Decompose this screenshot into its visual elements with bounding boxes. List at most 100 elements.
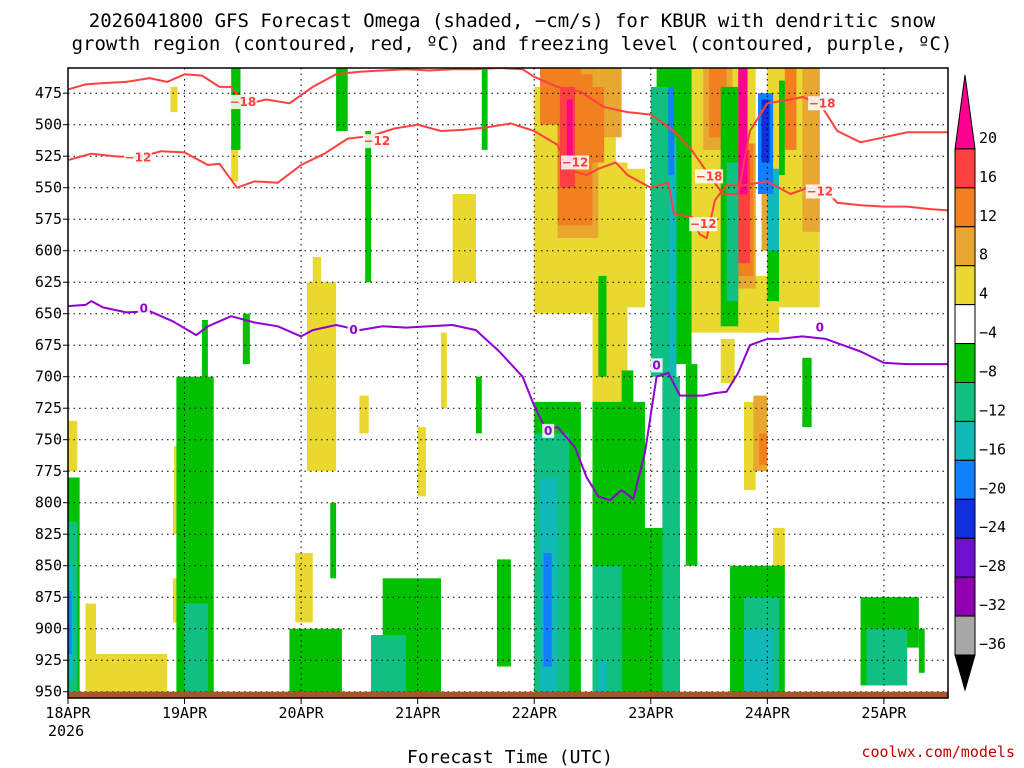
colorbar-label-11: −28 <box>979 557 1006 575</box>
freezing-level-label-bg-0 <box>137 301 150 316</box>
colorbar-bin-7 <box>954 382 976 422</box>
colorbar-bin-11 <box>954 537 976 578</box>
y-tick-label-950: 950 <box>35 683 62 701</box>
colorbar-bin-1 <box>954 148 976 189</box>
credit-text: coolwx.com/models <box>861 743 1015 761</box>
omega-cell-18 <box>615 168 645 308</box>
y-tick-label-850: 850 <box>35 557 62 575</box>
x-tick-label-21APR: 21APR <box>395 704 441 722</box>
omega-cell-69 <box>496 559 511 667</box>
omega-cell-64 <box>685 364 698 566</box>
omega-cell-79 <box>592 565 622 698</box>
omega-cell-35 <box>586 86 605 163</box>
omega-cell-46 <box>336 68 348 131</box>
x-axis-label: Forecast Time (UTC) <box>407 747 613 768</box>
omega-cell-88 <box>744 628 774 698</box>
omega-cell-49 <box>202 320 208 409</box>
dgz-minus-18-label-bg-0 <box>228 95 257 110</box>
colorbar-bin-13 <box>954 615 976 656</box>
omega-cell-81 <box>662 376 680 698</box>
omega-shading <box>68 68 925 698</box>
dgz-minus-12-label-bg-1 <box>362 134 391 149</box>
dgz-minus-18-label-1: −18 <box>696 169 723 183</box>
colorbar-label-10: −24 <box>979 518 1006 536</box>
freezing-level-label-3: 0 <box>544 424 552 438</box>
omega-cell-13 <box>440 332 447 409</box>
colorbar-bin-10 <box>954 498 976 539</box>
colorbar-bin-0 <box>954 74 976 150</box>
colorbar-label-9: −20 <box>979 479 1006 497</box>
omega-cell-93 <box>668 86 675 176</box>
colorbar-bin-6 <box>954 343 976 384</box>
y-tick-label-475: 475 <box>35 84 62 102</box>
omega-cell-72 <box>918 628 925 673</box>
colorbar-label-5: −4 <box>979 324 997 342</box>
y-tick-label-500: 500 <box>35 116 62 134</box>
colorbar: 20 16 12 8 4 −4 −8 −12 −16 −20 −24 −28 −32 −36 <box>954 74 1006 692</box>
colorbar-label-4: 4 <box>979 285 988 303</box>
dgz-minus-12-label-0: −12 <box>125 150 152 164</box>
x-tick-label-19APR: 19APR <box>162 704 208 722</box>
omega-cell-12 <box>417 427 426 497</box>
colorbar-bin-8 <box>954 420 976 461</box>
colorbar-bin-4 <box>954 265 976 306</box>
omega-cell-84 <box>866 628 908 686</box>
colorbar-label-8: −16 <box>979 440 1006 458</box>
omega-cell-1 <box>85 653 168 698</box>
x-tick-label-25APR: 25APR <box>861 704 907 722</box>
colorbar-bin-5 <box>954 304 976 345</box>
colorbar-label-7: −12 <box>979 401 1006 419</box>
x-tick-sublabel-year: 2026 <box>48 722 84 740</box>
omega-cell-95 <box>761 99 770 163</box>
y-axis-ticks: 475 500 525 550 575 600 625 650 675 700 725 750 775 8… <box>35 84 68 701</box>
omega-cell-6 <box>170 86 178 113</box>
omega-cell-43 <box>738 68 748 194</box>
omega-cell-90 <box>598 660 607 698</box>
omega-cell-71 <box>621 370 634 560</box>
x-tick-label-23APR: 23APR <box>628 704 674 722</box>
dgz-minus-12-label-bg-3 <box>689 217 718 232</box>
omega-cell-89 <box>767 168 779 251</box>
freezing-level-label-bg-4 <box>813 320 826 335</box>
omega-cell-87 <box>668 137 677 377</box>
freezing-level-label-bg-2 <box>650 358 663 373</box>
omega-cell-11 <box>359 395 369 434</box>
dgz-minus-12-label-bg-4 <box>805 184 834 199</box>
freezing-level-label-1: 0 <box>349 323 357 337</box>
ground-layer <box>68 691 948 698</box>
omega-cell-80 <box>650 86 669 377</box>
colorbar-label-0: 20 <box>979 129 997 147</box>
plot-frame <box>67 67 949 699</box>
omega-cell-56 <box>475 376 482 434</box>
y-tick-label-725: 725 <box>35 399 62 417</box>
dgz-minus-12-label-2: −12 <box>562 156 589 170</box>
colorbar-label-2: 12 <box>979 207 997 225</box>
omega-cell-2 <box>85 603 96 692</box>
omega-cell-53 <box>289 628 342 698</box>
x-tick-label-18APR: 18APR <box>45 704 91 722</box>
y-tick-label-650: 650 <box>35 305 62 323</box>
colorbar-lower-arrow <box>954 654 976 692</box>
omega-cell-91 <box>68 590 72 654</box>
chart-title-line2: growth region (contoured, red, ºC) and f… <box>72 33 953 55</box>
dgz-minus-12-label-1: −12 <box>363 134 390 148</box>
x-tick-label-24APR: 24APR <box>745 704 791 722</box>
ground-fill <box>68 691 948 698</box>
omega-cell-38 <box>784 68 797 150</box>
freezing-level-label-bg-3 <box>542 423 555 438</box>
colorbar-bin-12 <box>954 576 976 617</box>
y-tick-label-625: 625 <box>35 273 62 291</box>
colorbar-bin-9 <box>954 459 976 500</box>
colorbar-label-6: −8 <box>979 363 997 381</box>
omega-cell-48 <box>481 68 488 150</box>
dgz-minus-18-label-0: −18 <box>229 95 256 109</box>
dgz-minus-18-label-2: −18 <box>809 96 836 110</box>
x-tick-label-22APR: 22APR <box>512 704 558 722</box>
omega-cell-10 <box>295 553 313 623</box>
y-tick-label-775: 775 <box>35 462 62 480</box>
freezing-level-line <box>68 300 948 502</box>
y-tick-label-800: 800 <box>35 494 62 512</box>
colorbar-bin-2 <box>954 187 976 228</box>
